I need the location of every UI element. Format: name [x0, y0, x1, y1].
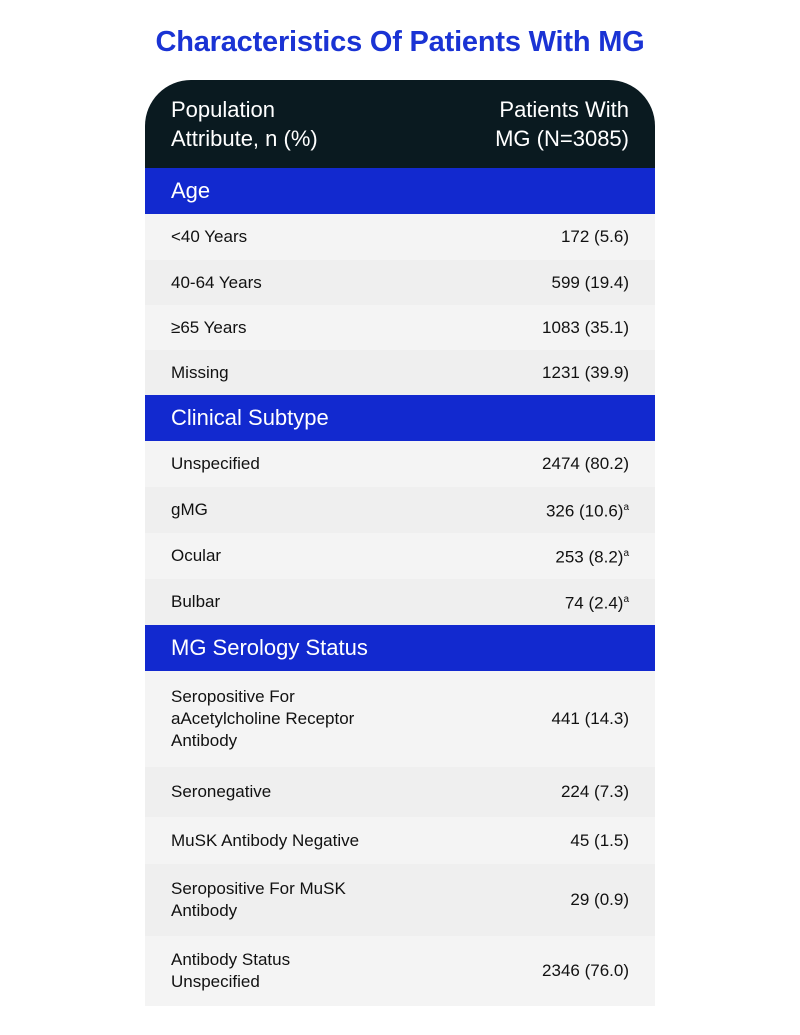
table-row: Seropositive For MuSK Antibody 29 (0.9): [145, 864, 655, 936]
row-value-text: 2474 (80.2): [542, 454, 629, 473]
row-label: Ocular: [171, 546, 222, 565]
row-label: Seropositive For MuSK Antibody: [171, 879, 346, 920]
row-value-text: 1231 (39.9): [542, 362, 629, 382]
header-attribute-line1: Population: [171, 97, 275, 122]
header-attribute-line2: Attribute, n (%): [171, 126, 318, 151]
row-label: <40 Years: [171, 227, 248, 246]
footnote-marker: a: [623, 548, 629, 560]
row-label: Unspecified: [171, 454, 260, 473]
section-rows: Seropositive For aAcetylcholine Receptor…: [145, 671, 655, 1006]
table-row: MuSK Antibody Negative 45 (1.5): [145, 817, 655, 864]
row-label: Missing: [171, 362, 229, 382]
header-patients: Patients With MG (N=3085): [495, 95, 629, 153]
row-label: Seronegative: [171, 782, 272, 801]
row-label: Antibody Status Unspecified: [171, 950, 291, 991]
row-value-text: 29 (0.9): [570, 890, 629, 909]
row-value-text: 224 (7.3): [560, 782, 629, 801]
row-value: 326 (10.6)a: [546, 497, 629, 523]
row-value: 2474 (80.2): [542, 453, 629, 475]
row-value-text: 172 (5.6): [560, 227, 629, 246]
row-label: 40-64 Years: [171, 272, 262, 292]
table-row: Antibody Status Unspecified 2346 (76.0): [145, 936, 655, 1006]
row-label: Bulbar: [171, 592, 221, 611]
table-row: ≥65 Years 1083 (35.1): [145, 305, 655, 350]
table-row: Missing 1231 (39.9): [145, 350, 655, 395]
table-header: Population Attribute, n (%) Patients Wit…: [145, 80, 655, 168]
table-row: Seropositive For aAcetylcholine Receptor…: [145, 671, 655, 767]
row-value: 224 (7.3): [561, 781, 629, 803]
row-value: 1083 (35.1): [542, 317, 629, 339]
patient-characteristics-table: Population Attribute, n (%) Patients Wit…: [145, 80, 655, 1006]
table-row: Seronegative 224 (7.3): [145, 767, 655, 817]
table-row: gMG 326 (10.6)a: [145, 487, 655, 533]
table-row: Unspecified 2474 (80.2): [145, 441, 655, 487]
row-label: MuSK Antibody Negative: [171, 830, 360, 850]
row-label: Seropositive For aAcetylcholine Receptor…: [171, 687, 355, 750]
section-rows: Unspecified 2474 (80.2) gMG 326 (10.6)a Ocul…: [145, 441, 655, 625]
row-value-text: 253 (8.2): [555, 547, 624, 567]
row-value: 599 (19.4): [552, 272, 630, 294]
row-value: 1231 (39.9): [542, 362, 629, 384]
footnote-marker: a: [623, 594, 629, 606]
row-value: 2346 (76.0): [542, 960, 629, 982]
row-value-text: 2346 (76.0): [542, 961, 629, 980]
row-value-text: 326 (10.6): [545, 501, 624, 521]
header-attribute: Population Attribute, n (%): [171, 95, 318, 153]
section-header: Age: [145, 168, 655, 214]
header-patients-line2: MG (N=3085): [495, 126, 629, 151]
table-row: Bulbar 74 (2.4)a: [145, 579, 655, 625]
footnote-marker: a: [623, 502, 629, 514]
row-value-text: 599 (19.4): [551, 272, 630, 292]
row-label: gMG: [171, 500, 208, 519]
row-value-text: 45 (1.5): [570, 830, 629, 850]
table-row: 40-64 Years 599 (19.4): [145, 260, 655, 305]
row-value: 253 (8.2)a: [555, 543, 629, 569]
table-body: Age <40 Years 172 (5.6) 40-64 Years 599 (19.…: [145, 168, 655, 1006]
row-value-text: 441 (14.3): [551, 709, 630, 728]
row-value-text: 74 (2.4): [564, 593, 624, 613]
table-row: <40 Years 172 (5.6): [145, 214, 655, 260]
header-patients-line1: Patients With: [499, 97, 629, 122]
row-value: 74 (2.4)a: [565, 589, 629, 615]
page-title: Characteristics Of Patients With MG: [155, 26, 645, 58]
row-value: 45 (1.5): [570, 830, 629, 852]
row-value: 29 (0.9): [570, 889, 629, 911]
row-value: 441 (14.3): [552, 708, 630, 730]
section-header: MG Serology Status: [145, 625, 655, 671]
row-value: 172 (5.6): [561, 226, 629, 248]
table-row: Ocular 253 (8.2)a: [145, 533, 655, 579]
section-header: Clinical Subtype: [145, 395, 655, 441]
section-rows: <40 Years 172 (5.6) 40-64 Years 599 (19.4) ≥…: [145, 214, 655, 395]
row-value-text: 1083 (35.1): [542, 317, 629, 337]
row-label: ≥65 Years: [171, 317, 247, 337]
